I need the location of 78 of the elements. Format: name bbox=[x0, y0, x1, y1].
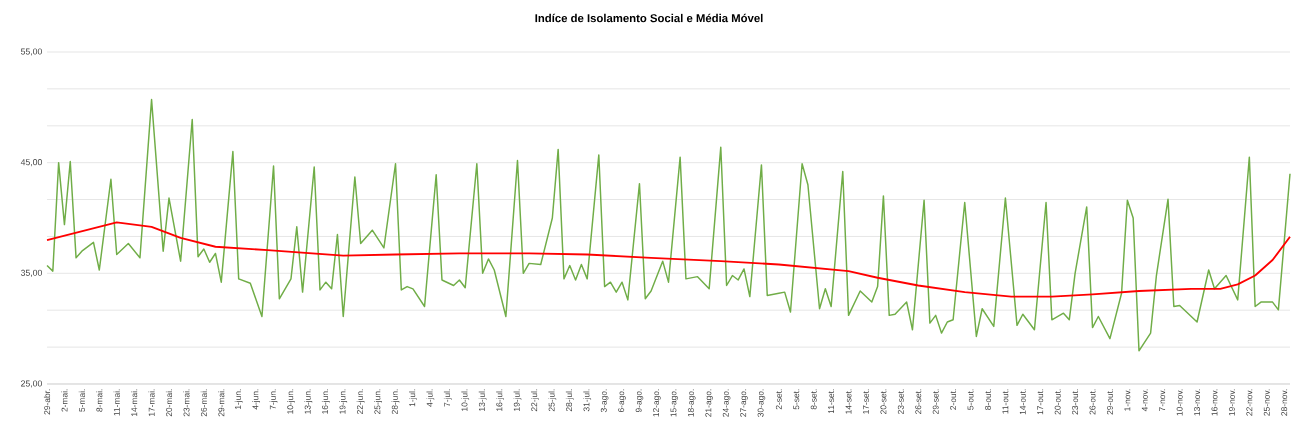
x-tick-label: 19-nov. bbox=[1228, 389, 1235, 416]
x-tick-label: 12-ago. bbox=[653, 389, 661, 417]
x-tick-label: 22-jun. bbox=[356, 389, 365, 414]
x-tick-label: 7-jul. bbox=[443, 389, 452, 407]
x-tick-label: 1-nov. bbox=[1124, 389, 1131, 411]
x-tick-label: 22-nov. bbox=[1246, 389, 1253, 416]
x-tick-label: 29-abr. bbox=[43, 389, 51, 415]
x-tick-label: 19-jun. bbox=[339, 389, 348, 414]
x-tick-label: 10-jun. bbox=[287, 389, 295, 414]
x-tick-label: 23-set. bbox=[897, 389, 904, 414]
x-tick-label: 31-jul. bbox=[583, 389, 592, 412]
x-tick-label: 1-jun. bbox=[234, 389, 243, 410]
x-tick-label: 9-ago. bbox=[635, 389, 644, 413]
y-tick-label: 55,00 bbox=[20, 48, 42, 56]
x-tick-label: 17-mai. bbox=[148, 389, 155, 417]
x-tick-label: 26-set. bbox=[915, 389, 922, 414]
x-tick-label: 29-mai. bbox=[218, 389, 225, 417]
x-tick-label: 3-ago. bbox=[600, 389, 609, 413]
x-tick-label: 23-out. bbox=[1072, 389, 1079, 415]
x-tick-label: 23-mai. bbox=[183, 389, 190, 417]
x-tick-label: 30-ago. bbox=[757, 389, 766, 417]
x-tick-label: 17-set. bbox=[863, 389, 869, 414]
x-tick-label: 8-mai. bbox=[96, 389, 103, 412]
x-tick-label: 11-mai. bbox=[113, 389, 120, 416]
x-tick-label: 2-out. bbox=[950, 389, 957, 410]
x-tick-label: 14-mai. bbox=[131, 389, 138, 417]
y-tick-label: 45,00 bbox=[20, 159, 42, 167]
x-tick-label: 13-nov. bbox=[1194, 389, 1201, 416]
x-tick-label: 16-jul. bbox=[496, 389, 504, 411]
x-tick-label: 4-jun. bbox=[252, 389, 261, 410]
x-tick-label: 2-mai. bbox=[61, 389, 68, 412]
x-tick-label: 26-out. bbox=[1089, 389, 1096, 415]
x-tick-label: 5-out. bbox=[967, 389, 974, 410]
x-tick-label: 20-set. bbox=[880, 389, 887, 414]
x-tick-label: 22-jul. bbox=[531, 389, 539, 412]
x-tick-label: 5-mai. bbox=[78, 389, 85, 412]
x-tick-label: 21-ago. bbox=[705, 389, 713, 417]
x-tick-label: 2-set. bbox=[775, 389, 782, 410]
x-tick-label: 7-nov. bbox=[1159, 389, 1166, 411]
x-tick-label: 24-ago. bbox=[722, 389, 731, 417]
x-tick-label: 14-set. bbox=[845, 389, 852, 414]
x-tick-label: 6-ago. bbox=[618, 389, 626, 413]
y-tick-label: 25,00 bbox=[21, 380, 42, 388]
x-tick-label: 28-nov. bbox=[1281, 389, 1288, 416]
x-tick-label: 8-out. bbox=[984, 389, 991, 410]
chart-title: Indíce de Isolamento Social e Média Móvel bbox=[535, 13, 763, 23]
x-tick-label: 16-nov. bbox=[1211, 389, 1218, 416]
x-tick-label: 13-jul. bbox=[478, 389, 487, 411]
x-tick-label: 28-jun. bbox=[391, 389, 400, 414]
x-tick-label: 14-out. bbox=[1019, 389, 1026, 415]
x-tick-label: 11-set. bbox=[828, 389, 835, 414]
x-tick-label: 25-jul. bbox=[548, 389, 557, 412]
x-tick-label: 25-jun. bbox=[374, 389, 382, 414]
x-tick-label: 10-nov. bbox=[1176, 389, 1183, 416]
x-tick-label: 29-out. bbox=[1106, 389, 1113, 415]
x-tick-label: 26-mai. bbox=[200, 389, 207, 417]
line-series bbox=[46, 221, 1291, 298]
x-tick-label: 8-set. bbox=[810, 389, 817, 410]
x-tick-label: 7-jun. bbox=[269, 389, 278, 410]
x-tick-label: 11-out. bbox=[1002, 389, 1009, 414]
x-tick-label: 27-ago. bbox=[740, 389, 748, 417]
x-tick-label: 29-set. bbox=[932, 389, 939, 414]
x-tick-label: 16-jun. bbox=[321, 389, 330, 414]
y-tick-label: 35,00 bbox=[20, 269, 42, 277]
x-tick-label: 15-ago. bbox=[670, 389, 679, 417]
x-tick-label: 20-mai. bbox=[165, 389, 173, 417]
x-tick-label: 1-jul. bbox=[409, 389, 417, 407]
x-tick-label: 5-set. bbox=[793, 389, 800, 410]
x-tick-label: 4-jul. bbox=[426, 389, 435, 407]
x-tick-label: 17-out. bbox=[1037, 389, 1044, 415]
x-tick-label: 13-jun. bbox=[304, 389, 313, 414]
x-tick-label: 28-jul. bbox=[565, 389, 574, 412]
x-tick-label: 10-jul. bbox=[461, 389, 470, 411]
x-tick-label: 18-ago. bbox=[687, 389, 696, 417]
x-tick-label: 4-nov. bbox=[1141, 389, 1148, 412]
x-tick-label: 25-nov. bbox=[1263, 389, 1270, 416]
x-tick-label: 20-out. bbox=[1054, 389, 1061, 415]
x-tick-label: 19-jul. bbox=[513, 389, 522, 411]
